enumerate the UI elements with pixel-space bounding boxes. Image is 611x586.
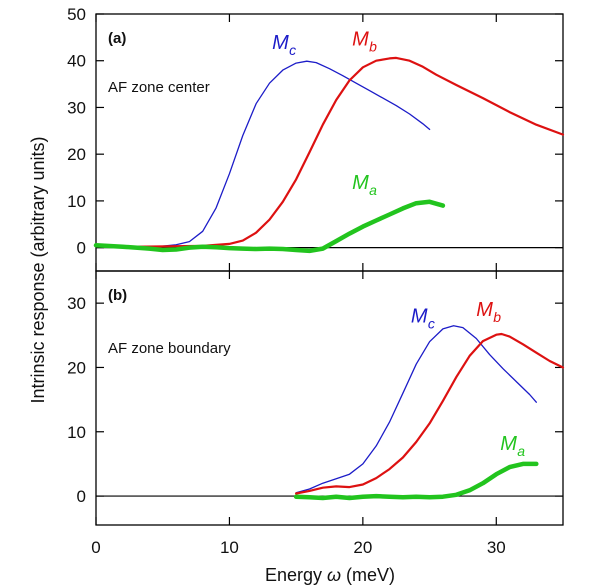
panel-b-series-label-sub-Mc: c (428, 315, 435, 331)
panel-a-series-Ma (93, 199, 446, 254)
panel-a-series-label-sub-Mc: c (289, 42, 296, 58)
panel-b-ytick-label: 20 (67, 358, 86, 377)
x-axis-label-unit: (meV) (341, 565, 395, 585)
panel-b-series-label-Ma: M (500, 433, 517, 455)
panel-b-ytick-label: 10 (67, 423, 86, 442)
panel-a-label: (a) (108, 30, 126, 47)
x-axis-label-text: Energy (265, 565, 327, 585)
panel-b-series-Mb (295, 332, 565, 495)
panel-b-series-Mc (295, 325, 537, 494)
panel-b-series-label-sub-Ma: a (517, 443, 525, 459)
panel-b-label: (b) (108, 287, 127, 304)
panel-a-ytick-label: 20 (67, 145, 86, 164)
panel-a-ytick-label: 40 (67, 52, 86, 71)
panel-a-series-label-sub-Ma: a (369, 182, 377, 198)
panel-a-series-label-Ma: M (352, 172, 369, 194)
xtick-label: 0 (91, 538, 100, 557)
panel-a-series-label-sub-Mb: b (369, 38, 377, 54)
panel-a-ytick-label: 50 (67, 5, 86, 24)
x-axis-label: Energy ω (meV) (265, 565, 395, 585)
panel-a-caption: AF zone center (108, 79, 210, 96)
panel-a-series-Mb (94, 56, 565, 248)
xtick-label: 10 (220, 538, 239, 557)
panel-b-series-label-Mb: M (476, 299, 493, 321)
panel-a-frame (95, 13, 564, 272)
panel-a-ytick-label: 30 (67, 98, 86, 117)
panel-a-ytick-label: 10 (67, 192, 86, 211)
panel-b-ytick-label: 30 (67, 294, 86, 313)
y-axis-label: Intrinsic response (arbitrary units) (28, 136, 48, 403)
panel-b-series-Ma (293, 461, 539, 501)
panel-b-caption: AF zone boundary (108, 340, 231, 357)
panel-a-ytick-label: 0 (77, 239, 86, 258)
panel-b-series-label-Mc: M (411, 305, 428, 327)
xtick-label: 30 (487, 538, 506, 557)
xtick-label: 20 (353, 538, 372, 557)
panel-b-ytick-label: 0 (77, 487, 86, 506)
panel-b-series-label-sub-Mb: b (493, 309, 501, 325)
panel-a-series-label-Mb: M (352, 28, 369, 50)
x-axis-label-symbol: ω (327, 565, 341, 585)
panel-a-series-label-Mc: M (272, 32, 289, 54)
panel-a-series-Mc (95, 60, 431, 248)
